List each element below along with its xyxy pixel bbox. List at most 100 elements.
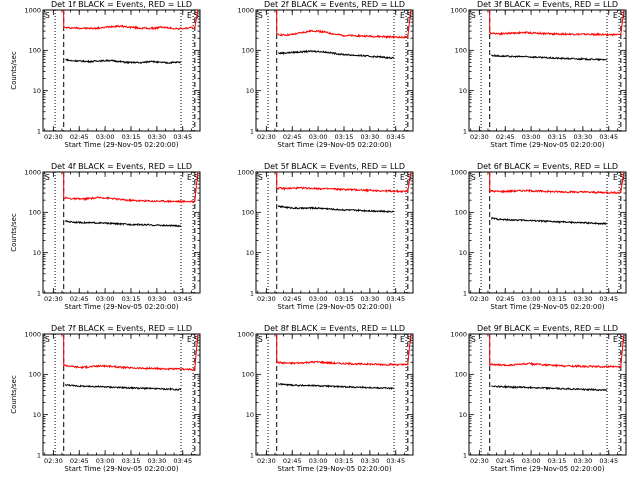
start-marker: S — [258, 173, 263, 182]
chart-panel-3: Det 3f BLACK = Events, RED = LLD 1 10 100 10… — [450, 0, 627, 149]
x-tick-label: 02:30 — [44, 457, 63, 465]
chart-panel-5: Det 5f BLACK = Events, RED = LLD 1 10 100 10… — [237, 162, 414, 311]
plot-frame — [255, 171, 414, 294]
start-marker-right: S — [620, 335, 625, 344]
series-lld-line — [63, 333, 199, 371]
y-tick-label: 100 — [455, 47, 467, 55]
series-lld-line — [63, 9, 199, 31]
y-tick-label: 1000 — [237, 168, 254, 176]
start-marker: S — [258, 11, 263, 20]
y-tick-label: 1 — [463, 127, 467, 135]
x-axis-label: Start Time (29-Nov-05 02:20:00) — [277, 465, 391, 473]
y-tick-label: 100 — [242, 47, 254, 55]
x-tick-label: 03:30 — [574, 133, 593, 141]
chart-title: Det 8f BLACK = Events, RED = LLD — [264, 324, 405, 333]
x-tick-label: 03:15 — [548, 295, 567, 303]
y-tick-label: 10 — [459, 87, 467, 95]
y-tick-label: 1 — [250, 289, 254, 297]
x-tick-label: 02:45 — [496, 457, 515, 465]
x-tick-label: 03:00 — [96, 133, 115, 141]
y-tick-label: 1 — [250, 451, 254, 459]
y-axis-label: Counts/sec — [10, 375, 18, 414]
y-tick-label: 100 — [242, 371, 254, 379]
x-tick-label: 02:45 — [70, 457, 89, 465]
x-tick-label: 03:45 — [173, 457, 192, 465]
y-tick-label: 10 — [246, 249, 254, 257]
plot-frame — [42, 171, 201, 294]
y-tick-label: 1000 — [24, 6, 41, 14]
y-tick-label: 100 — [455, 209, 467, 217]
y-tick-label: 1 — [37, 127, 41, 135]
plot-frame — [42, 333, 201, 456]
x-tick-label: 03:15 — [122, 295, 141, 303]
chart-panel-2: Det 2f BLACK = Events, RED = LLD 1 10 100 10… — [237, 0, 414, 149]
y-tick-label: 10 — [246, 87, 254, 95]
x-tick-label: 03:45 — [599, 133, 618, 141]
y-tick-label: 1000 — [24, 168, 41, 176]
x-tick-label: 03:45 — [173, 133, 192, 141]
y-tick-label: 100 — [455, 371, 467, 379]
y-tick-label: 100 — [29, 209, 41, 217]
x-axis-label: Start Time (29-Nov-05 02:20:00) — [277, 141, 391, 149]
y-tick-label: 1 — [463, 451, 467, 459]
start-marker: S — [471, 335, 476, 344]
start-marker: S — [471, 11, 476, 20]
series-events-line — [65, 58, 182, 65]
x-tick-label: 02:45 — [283, 457, 302, 465]
y-tick-label: 10 — [459, 249, 467, 257]
x-tick-label: 02:45 — [70, 295, 89, 303]
start-marker-right: S — [407, 335, 412, 344]
series-events-line — [490, 216, 608, 225]
x-tick-label: 02:30 — [44, 295, 63, 303]
x-tick-label: 02:30 — [470, 457, 489, 465]
start-marker-right: S — [194, 173, 199, 182]
series-lld-line — [489, 9, 625, 37]
x-tick-label: 03:15 — [335, 133, 354, 141]
y-tick-label: 1000 — [450, 168, 467, 176]
x-tick-label: 03:15 — [548, 457, 567, 465]
chart-title: Det 2f BLACK = Events, RED = LLD — [264, 0, 405, 9]
series-events-line — [278, 49, 395, 60]
plot-frame — [255, 9, 414, 132]
plot-frame — [468, 171, 627, 294]
end-marker: E — [400, 11, 405, 20]
chart-title: Det 1f BLACK = Events, RED = LLD — [51, 0, 192, 9]
x-tick-label: 03:30 — [148, 133, 167, 141]
end-marker: E — [187, 11, 192, 20]
end-marker: E — [187, 335, 192, 344]
y-tick-label: 1000 — [237, 6, 254, 14]
y-tick-label: 100 — [29, 371, 41, 379]
x-tick-label: 03:00 — [522, 457, 541, 465]
x-tick-label: 02:45 — [70, 133, 89, 141]
start-marker-right: S — [620, 11, 625, 20]
start-marker: S — [45, 335, 50, 344]
x-tick-label: 03:00 — [522, 133, 541, 141]
series-lld-line — [276, 9, 412, 40]
x-tick-label: 02:30 — [257, 457, 276, 465]
x-tick-label: 03:45 — [386, 133, 405, 141]
x-tick-label: 03:30 — [361, 295, 380, 303]
end-marker: E — [187, 173, 192, 182]
x-tick-label: 02:45 — [283, 133, 302, 141]
series-lld-line — [276, 333, 412, 367]
y-tick-label: 1000 — [450, 6, 467, 14]
y-tick-label: 1000 — [24, 330, 41, 338]
y-tick-label: 10 — [459, 411, 467, 419]
y-tick-label: 1000 — [450, 330, 467, 338]
y-tick-label: 1 — [37, 289, 41, 297]
x-tick-label: 03:30 — [148, 457, 167, 465]
x-tick-label: 02:45 — [496, 133, 515, 141]
y-tick-label: 1 — [37, 451, 41, 459]
series-events-line — [64, 219, 182, 228]
x-tick-label: 02:30 — [257, 295, 276, 303]
series-lld-line — [489, 171, 625, 195]
x-axis-label: Start Time (29-Nov-05 02:20:00) — [64, 303, 178, 311]
end-marker: E — [613, 11, 618, 20]
x-tick-label: 03:45 — [599, 457, 618, 465]
end-marker: E — [400, 335, 405, 344]
x-tick-label: 03:30 — [361, 133, 380, 141]
x-tick-label: 02:30 — [470, 133, 489, 141]
chart-panel-1: Det 1f BLACK = Events, RED = LLD 1 10 100 10… — [10, 0, 201, 149]
chart-panel-4: Det 4f BLACK = Events, RED = LLD 1 10 100 10… — [10, 162, 201, 311]
chart-title: Det 6f BLACK = Events, RED = LLD — [477, 162, 618, 171]
